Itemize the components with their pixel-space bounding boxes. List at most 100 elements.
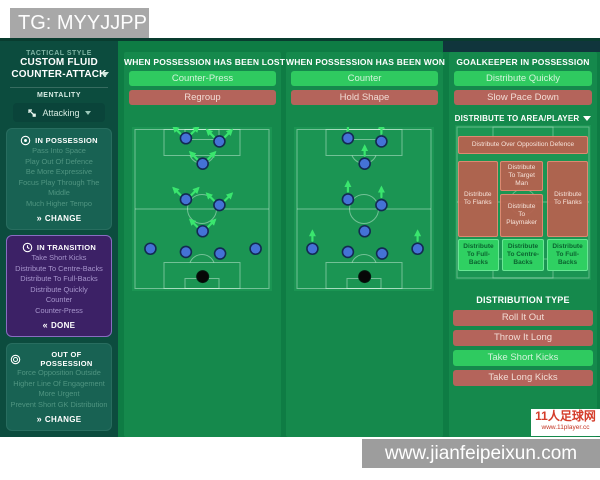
- player-dot[interactable]: [341, 245, 355, 259]
- player-dot[interactable]: [341, 193, 355, 206]
- watermark-line2: www.11player.cc: [541, 424, 590, 431]
- movement-arrow-icon: [205, 128, 216, 139]
- option-button[interactable]: Take Long Kicks: [453, 370, 593, 386]
- double-chevron-right-icon: »: [36, 213, 42, 223]
- goalkeeper-title: GOALKEEPER IN POSSESSION: [456, 57, 590, 67]
- player-dot[interactable]: [358, 224, 371, 238]
- instruction-summary: Force Opposition Outside: [17, 368, 101, 377]
- player-dot[interactable]: [375, 135, 388, 148]
- zone-distribute-to-flanks-left[interactable]: Distribute To Flanks: [457, 161, 498, 237]
- player-dot[interactable]: [213, 135, 226, 148]
- movement-arrow-icon: [223, 128, 234, 139]
- tactics-sidebar: TACTICAL STYLE CUSTOM FLUID COUNTER-ATTA…: [0, 41, 118, 437]
- option-button[interactable]: Counter: [291, 71, 438, 86]
- movement-arrow-icon: [206, 218, 217, 229]
- option-button[interactable]: Throw It Long: [453, 330, 593, 346]
- player-dot[interactable]: [411, 242, 424, 256]
- option-button[interactable]: Regroup: [129, 90, 276, 105]
- player-dot[interactable]: [249, 242, 262, 256]
- movement-arrow-icon: [205, 192, 216, 203]
- movement-arrow-icon: [189, 186, 200, 197]
- bottom-bar-text: www.jianfeipeixun.com: [384, 443, 578, 464]
- instruction-summary: Play Out Of Defence: [25, 156, 93, 166]
- possession-lost-column: WHEN POSSESSION HAS BEEN LOST Counter-Pr…: [124, 52, 285, 437]
- chevron-down-icon[interactable]: [101, 72, 109, 77]
- out-of-possession-icon: [10, 354, 21, 365]
- chevron-down-icon: [84, 110, 91, 115]
- zone-distribute-to-target-man[interactable]: Distribute To Target Man: [499, 161, 544, 191]
- possession-won-options: Counter Hold Shape: [286, 71, 443, 105]
- watermark-11player: 11人足球网 www.11player.cc: [531, 409, 600, 436]
- mentality-icon: [27, 108, 37, 118]
- player-dot[interactable]: [213, 198, 226, 212]
- player-dot[interactable]: [375, 198, 388, 212]
- movement-arrow-icon: [172, 186, 183, 197]
- goalkeeper-dot[interactable]: [196, 270, 210, 284]
- zone-distribute-to-full-backs-right[interactable]: Distribute To Full-Backs: [546, 238, 589, 272]
- goalkeeper-dot[interactable]: [358, 270, 372, 284]
- player-dot[interactable]: [306, 242, 319, 256]
- instruction-summary: Be More Expressive: [25, 167, 93, 176]
- sidebar-divider: [10, 87, 108, 88]
- tactical-style-line1[interactable]: CUSTOM FLUID: [20, 57, 98, 68]
- player-dot[interactable]: [375, 247, 389, 260]
- option-button[interactable]: Counter-Press: [129, 71, 276, 86]
- pitch-possession-lost: [132, 127, 272, 291]
- option-button[interactable]: Distribute Quickly: [454, 71, 592, 86]
- instruction-summary: Much Higher Tempo: [26, 198, 92, 208]
- in-transition-items: Take Short Kicks Distribute To Centre-Bac…: [10, 253, 108, 316]
- player-dot[interactable]: [196, 157, 209, 170]
- in-transition-done-button[interactable]: «DONE: [42, 320, 76, 330]
- in-possession-icon: [20, 135, 31, 146]
- zone-distribute-to-centre-backs[interactable]: Distribute To Centre-Backs: [501, 238, 545, 272]
- double-chevron-right-icon: »: [36, 414, 42, 424]
- bottom-watermark-bar: www.jianfeipeixun.com: [362, 439, 600, 468]
- instruction-summary: Take Short Kicks: [31, 253, 87, 262]
- in-possession-title: IN POSSESSION: [35, 136, 98, 145]
- in-possession-items: Pass Into Space Play Out Of Defence Be Mor…: [10, 146, 108, 209]
- distribute-area-header[interactable]: DISTRIBUTE TO AREA/PLAYER: [449, 114, 597, 123]
- instruction-summary: Counter: [45, 295, 73, 304]
- player-dot[interactable]: [341, 131, 355, 145]
- movement-arrow-icon: [188, 150, 199, 161]
- movement-arrow-icon: [188, 218, 199, 229]
- watermark-line1: 11人足球网: [535, 409, 596, 423]
- in-transition-icon: [22, 242, 33, 253]
- instruction-summary: Pass Into Space: [32, 146, 86, 155]
- movement-arrow-icon: [223, 192, 234, 203]
- in-transition-panel[interactable]: IN TRANSITION Take Short Kicks Distribute…: [6, 235, 112, 337]
- player-dot[interactable]: [179, 245, 193, 259]
- in-transition-header: IN TRANSITION: [10, 242, 108, 253]
- instruction-summary: Distribute To Centre-Backs: [15, 263, 103, 273]
- player-dot[interactable]: [358, 157, 371, 170]
- banner-text: TG: MYYJJPP: [18, 12, 147, 34]
- player-dot[interactable]: [213, 247, 227, 260]
- mentality-dropdown[interactable]: Attacking: [13, 103, 105, 122]
- pitch-lines: [134, 129, 270, 289]
- player-dot[interactable]: [179, 193, 193, 206]
- in-possession-panel[interactable]: IN POSSESSION Pass Into Space Play Out Of…: [6, 128, 112, 230]
- option-button[interactable]: Take Short Kicks: [453, 350, 593, 366]
- tactical-style-label: TACTICAL STYLE: [26, 50, 92, 57]
- zone-distribute-to-playmaker[interactable]: Distribute To Playmaker: [499, 193, 544, 237]
- option-button[interactable]: Roll It Out: [453, 310, 593, 326]
- out-of-possession-change-button[interactable]: » CHANGE: [36, 414, 82, 424]
- instruction-summary: Focus Play Through The Middle: [18, 177, 100, 198]
- movement-arrow-icon: [206, 150, 217, 161]
- in-possession-change-button[interactable]: » CHANGE: [36, 213, 82, 223]
- option-button[interactable]: Slow Pace Down: [454, 90, 592, 105]
- distribution-type-header: DISTRIBUTION TYPE: [476, 295, 570, 305]
- instruction-summary: Prevent Short GK Distribution: [10, 399, 108, 409]
- out-of-possession-panel[interactable]: OUT OF POSSESSION Force Opposition Outsi…: [6, 343, 112, 431]
- player-dot[interactable]: [196, 224, 209, 238]
- top-banner: TG: MYYJJPP: [10, 8, 149, 38]
- option-button[interactable]: Hold Shape: [291, 90, 438, 105]
- player-dot[interactable]: [179, 131, 193, 145]
- zone-distribute-over-opposition-defence[interactable]: Distribute Over Opposition Defence: [457, 135, 589, 155]
- tactical-style-line2[interactable]: COUNTER-ATTACK: [11, 69, 107, 80]
- zone-distribute-to-full-backs-left[interactable]: Distribute To Full-Backs: [457, 238, 500, 272]
- zone-distribute-to-flanks-right[interactable]: Distribute To Flanks: [547, 161, 589, 237]
- player-dot[interactable]: [144, 242, 157, 256]
- movement-arrow-icon: [172, 127, 183, 136]
